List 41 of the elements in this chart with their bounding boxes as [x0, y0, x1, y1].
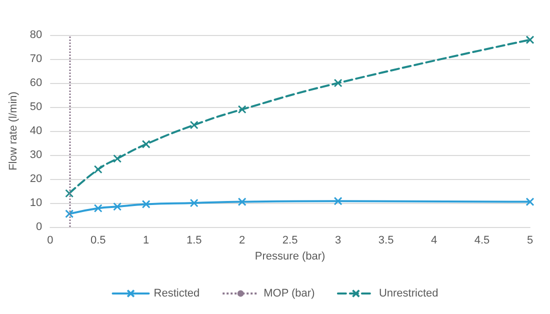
point: [190, 198, 198, 208]
point: [94, 165, 102, 174]
x-axis-title: Pressure (bar): [254, 250, 326, 262]
point: [113, 202, 122, 211]
y-tick-label: 20: [30, 173, 42, 185]
y-tick-label: 40: [30, 125, 42, 137]
point: [238, 198, 246, 206]
point: [142, 200, 150, 208]
y-tick-label: 50: [30, 101, 42, 113]
point: [65, 189, 74, 198]
x-tick-label: 5: [526, 234, 534, 246]
point: [113, 154, 122, 163]
point: [94, 204, 102, 213]
x-tick-label: 4: [430, 234, 438, 246]
x-tick-label: 1.5: [186, 234, 202, 246]
legend-label: Resticted: [154, 288, 200, 300]
point: [334, 196, 342, 206]
point: [65, 210, 74, 218]
x-tick-label: 3.5: [378, 234, 394, 246]
point: [190, 120, 198, 130]
y-tick-label: 80: [30, 29, 42, 41]
legend-label: MOP (bar): [264, 288, 315, 300]
point: [334, 78, 342, 88]
point: [526, 198, 534, 206]
x-tick-label: 1: [143, 234, 150, 246]
x-tick-label: 2.5: [282, 234, 298, 246]
x-tick-label: 0: [47, 234, 54, 246]
y-tick-label: 0: [36, 221, 42, 233]
x-tick-label: 3: [334, 234, 342, 246]
legend-label: Unrestricted: [378, 288, 438, 300]
y-tick-label: 70: [30, 53, 42, 65]
x-tick-label: 0.5: [90, 234, 106, 246]
y-axis-title: Flow rate (l/min): [8, 92, 20, 170]
y-tick-label: 10: [30, 197, 42, 209]
point: [238, 105, 246, 114]
point: [526, 36, 534, 44]
y-tick-label: 60: [30, 77, 42, 89]
y-tick-label: 30: [30, 149, 42, 161]
x-tick-label: 4.5: [474, 234, 490, 246]
x-tick-label: 2: [239, 234, 246, 246]
point: [142, 140, 150, 148]
